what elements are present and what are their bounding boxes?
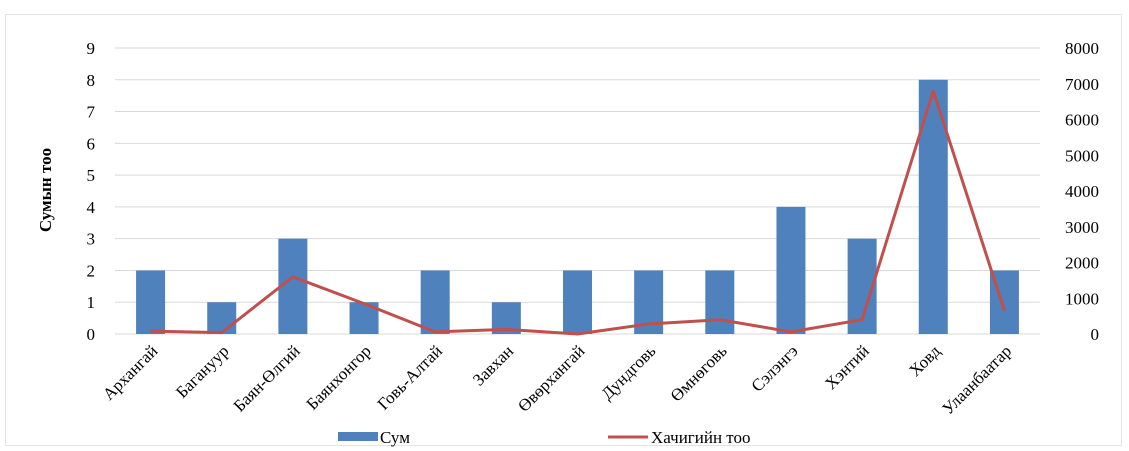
x-tick-label: Баянхонгор [303,341,375,413]
x-tick-label: Баян-Өлгий [230,341,304,415]
line-point [719,319,721,321]
right-tick-label: 2000 [1065,254,1099,273]
legend-swatch-sum [338,432,378,441]
right-axis-ticks: 0 1000 2000 3000 4000 5000 6000 7000 8000 [1065,39,1099,344]
line-point [648,323,650,325]
bar-Говь-Алтай [420,270,450,334]
x-tick-label: Завхан [469,341,517,389]
x-tick-label: Өвөрхангай [514,341,588,415]
x-tick-label: Говь-Алтай [374,341,446,413]
line-point [577,333,578,335]
left-tick-label: 4 [87,198,96,217]
line-point [505,328,507,330]
line-point [292,276,294,278]
line-point [790,331,792,333]
legend: Сум Хачигийн тоо [338,428,751,447]
right-tick-label: 0 [1091,325,1100,344]
left-tick-label: 5 [87,166,96,185]
right-tick-label: 5000 [1065,146,1099,165]
line-point [932,90,934,92]
left-tick-label: 2 [87,261,96,280]
bar-Багануур [207,302,237,334]
bar-Өвөрхангай [563,270,592,334]
line-point [861,319,863,321]
line-point [434,331,436,333]
right-tick-label: 7000 [1065,75,1099,94]
line-point [363,303,365,305]
x-tick-label: Багануур [172,341,232,401]
line-point [1003,310,1005,312]
left-tick-label: 6 [87,134,96,153]
x-tick-label: Дундговь [597,341,659,403]
x-tick-label: Өмнөговь [667,341,731,405]
x-tick-label: Улаанбаатар [938,341,1015,418]
x-tick-label: Архангай [99,341,161,403]
right-tick-label: 1000 [1065,289,1099,308]
right-tick-label: 3000 [1065,218,1099,237]
bar-Сэлэнгэ [776,206,806,334]
right-tick-label: 4000 [1065,182,1099,201]
x-tick-label: Сэлэнгэ [748,341,802,395]
line-series [150,89,1006,336]
bar-Архангай [136,270,166,334]
legend-label-khachig: Хачигийн тоо [651,428,751,447]
left-tick-label: 8 [87,71,96,90]
line-point [150,330,152,332]
bar-Баян-Өлгий [278,238,308,334]
left-tick-label: 7 [87,103,96,122]
left-tick-label: 1 [87,293,96,312]
left-tick-label: 0 [87,325,96,344]
legend-label-sum: Сум [380,428,410,447]
left-tick-label: 3 [87,230,96,249]
bar-Өмнөговь [705,270,735,334]
right-tick-label: 6000 [1065,111,1099,130]
x-axis-ticks: Архангай БагануурБаян-ӨлгийБаянхонгорГовь… [99,341,1015,418]
gridlines [115,47,1040,335]
line-point [221,332,223,334]
x-tick-label: Ховд [905,341,944,380]
left-axis-ticks: 0 1 2 3 4 5 6 7 8 9 [87,39,96,344]
right-tick-label: 8000 [1065,39,1099,58]
y-axis-label: Сумын тоо [36,148,55,232]
x-tick-label: Хэнтий [821,341,873,393]
left-tick-label: 9 [87,39,96,58]
